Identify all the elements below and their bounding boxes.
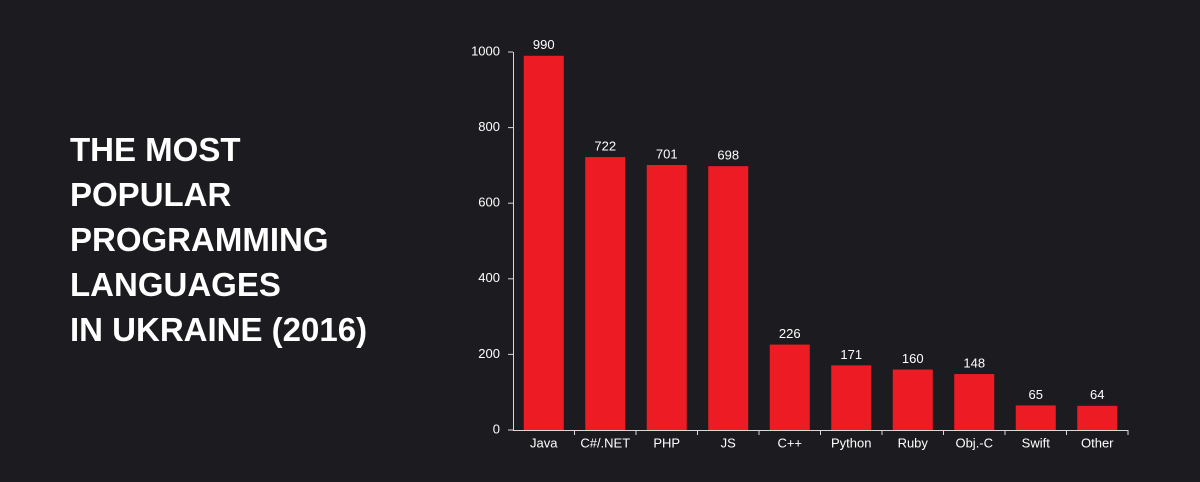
y-tick-label: 0 <box>493 421 500 436</box>
x-tick-label: JS <box>721 435 737 450</box>
title-line: PROGRAMMING <box>70 221 329 258</box>
bar <box>769 344 810 430</box>
title-line: POPULAR <box>70 176 232 213</box>
bar <box>1015 405 1056 430</box>
value-label: 990 <box>533 37 555 52</box>
bar <box>954 374 995 430</box>
y-tick-label: 400 <box>478 270 500 285</box>
bar <box>831 365 872 430</box>
x-tick-label: PHP <box>653 435 680 450</box>
value-label: 701 <box>656 146 678 161</box>
value-label: 171 <box>840 347 862 362</box>
title-block: THE MOST POPULAR PROGRAMMING LANGUAGES IN UK… <box>70 131 367 348</box>
bar <box>892 369 933 430</box>
value-label: 160 <box>902 351 924 366</box>
value-label: 226 <box>779 326 801 341</box>
value-label: 64 <box>1090 387 1104 402</box>
title-line: THE MOST <box>70 131 241 168</box>
value-label: 148 <box>963 355 985 370</box>
bar <box>585 157 626 431</box>
x-tick-label: C++ <box>777 435 802 450</box>
y-tick-label: 800 <box>478 119 500 134</box>
y-tick-label: 600 <box>478 195 500 210</box>
bar <box>708 166 749 430</box>
title-line: IN UKRAINE (2016) <box>70 311 367 348</box>
x-tick-label: C#/.NET <box>580 435 630 450</box>
x-tick-label: Ruby <box>898 435 929 450</box>
x-tick-label: Python <box>831 435 871 450</box>
value-label: 65 <box>1029 387 1043 402</box>
x-tick-label: Swift <box>1022 435 1051 450</box>
bar <box>1077 405 1118 430</box>
bar <box>646 165 687 430</box>
bar <box>523 55 564 430</box>
x-tick-label: Obj.-C <box>955 435 993 450</box>
value-label: 698 <box>717 148 739 163</box>
value-label: 722 <box>594 139 616 154</box>
title-line: LANGUAGES <box>70 266 281 303</box>
x-tick-label: Other <box>1081 435 1114 450</box>
x-tick-label: Java <box>530 435 558 450</box>
y-tick-label: 200 <box>478 346 500 361</box>
y-tick-label: 1000 <box>471 43 500 58</box>
